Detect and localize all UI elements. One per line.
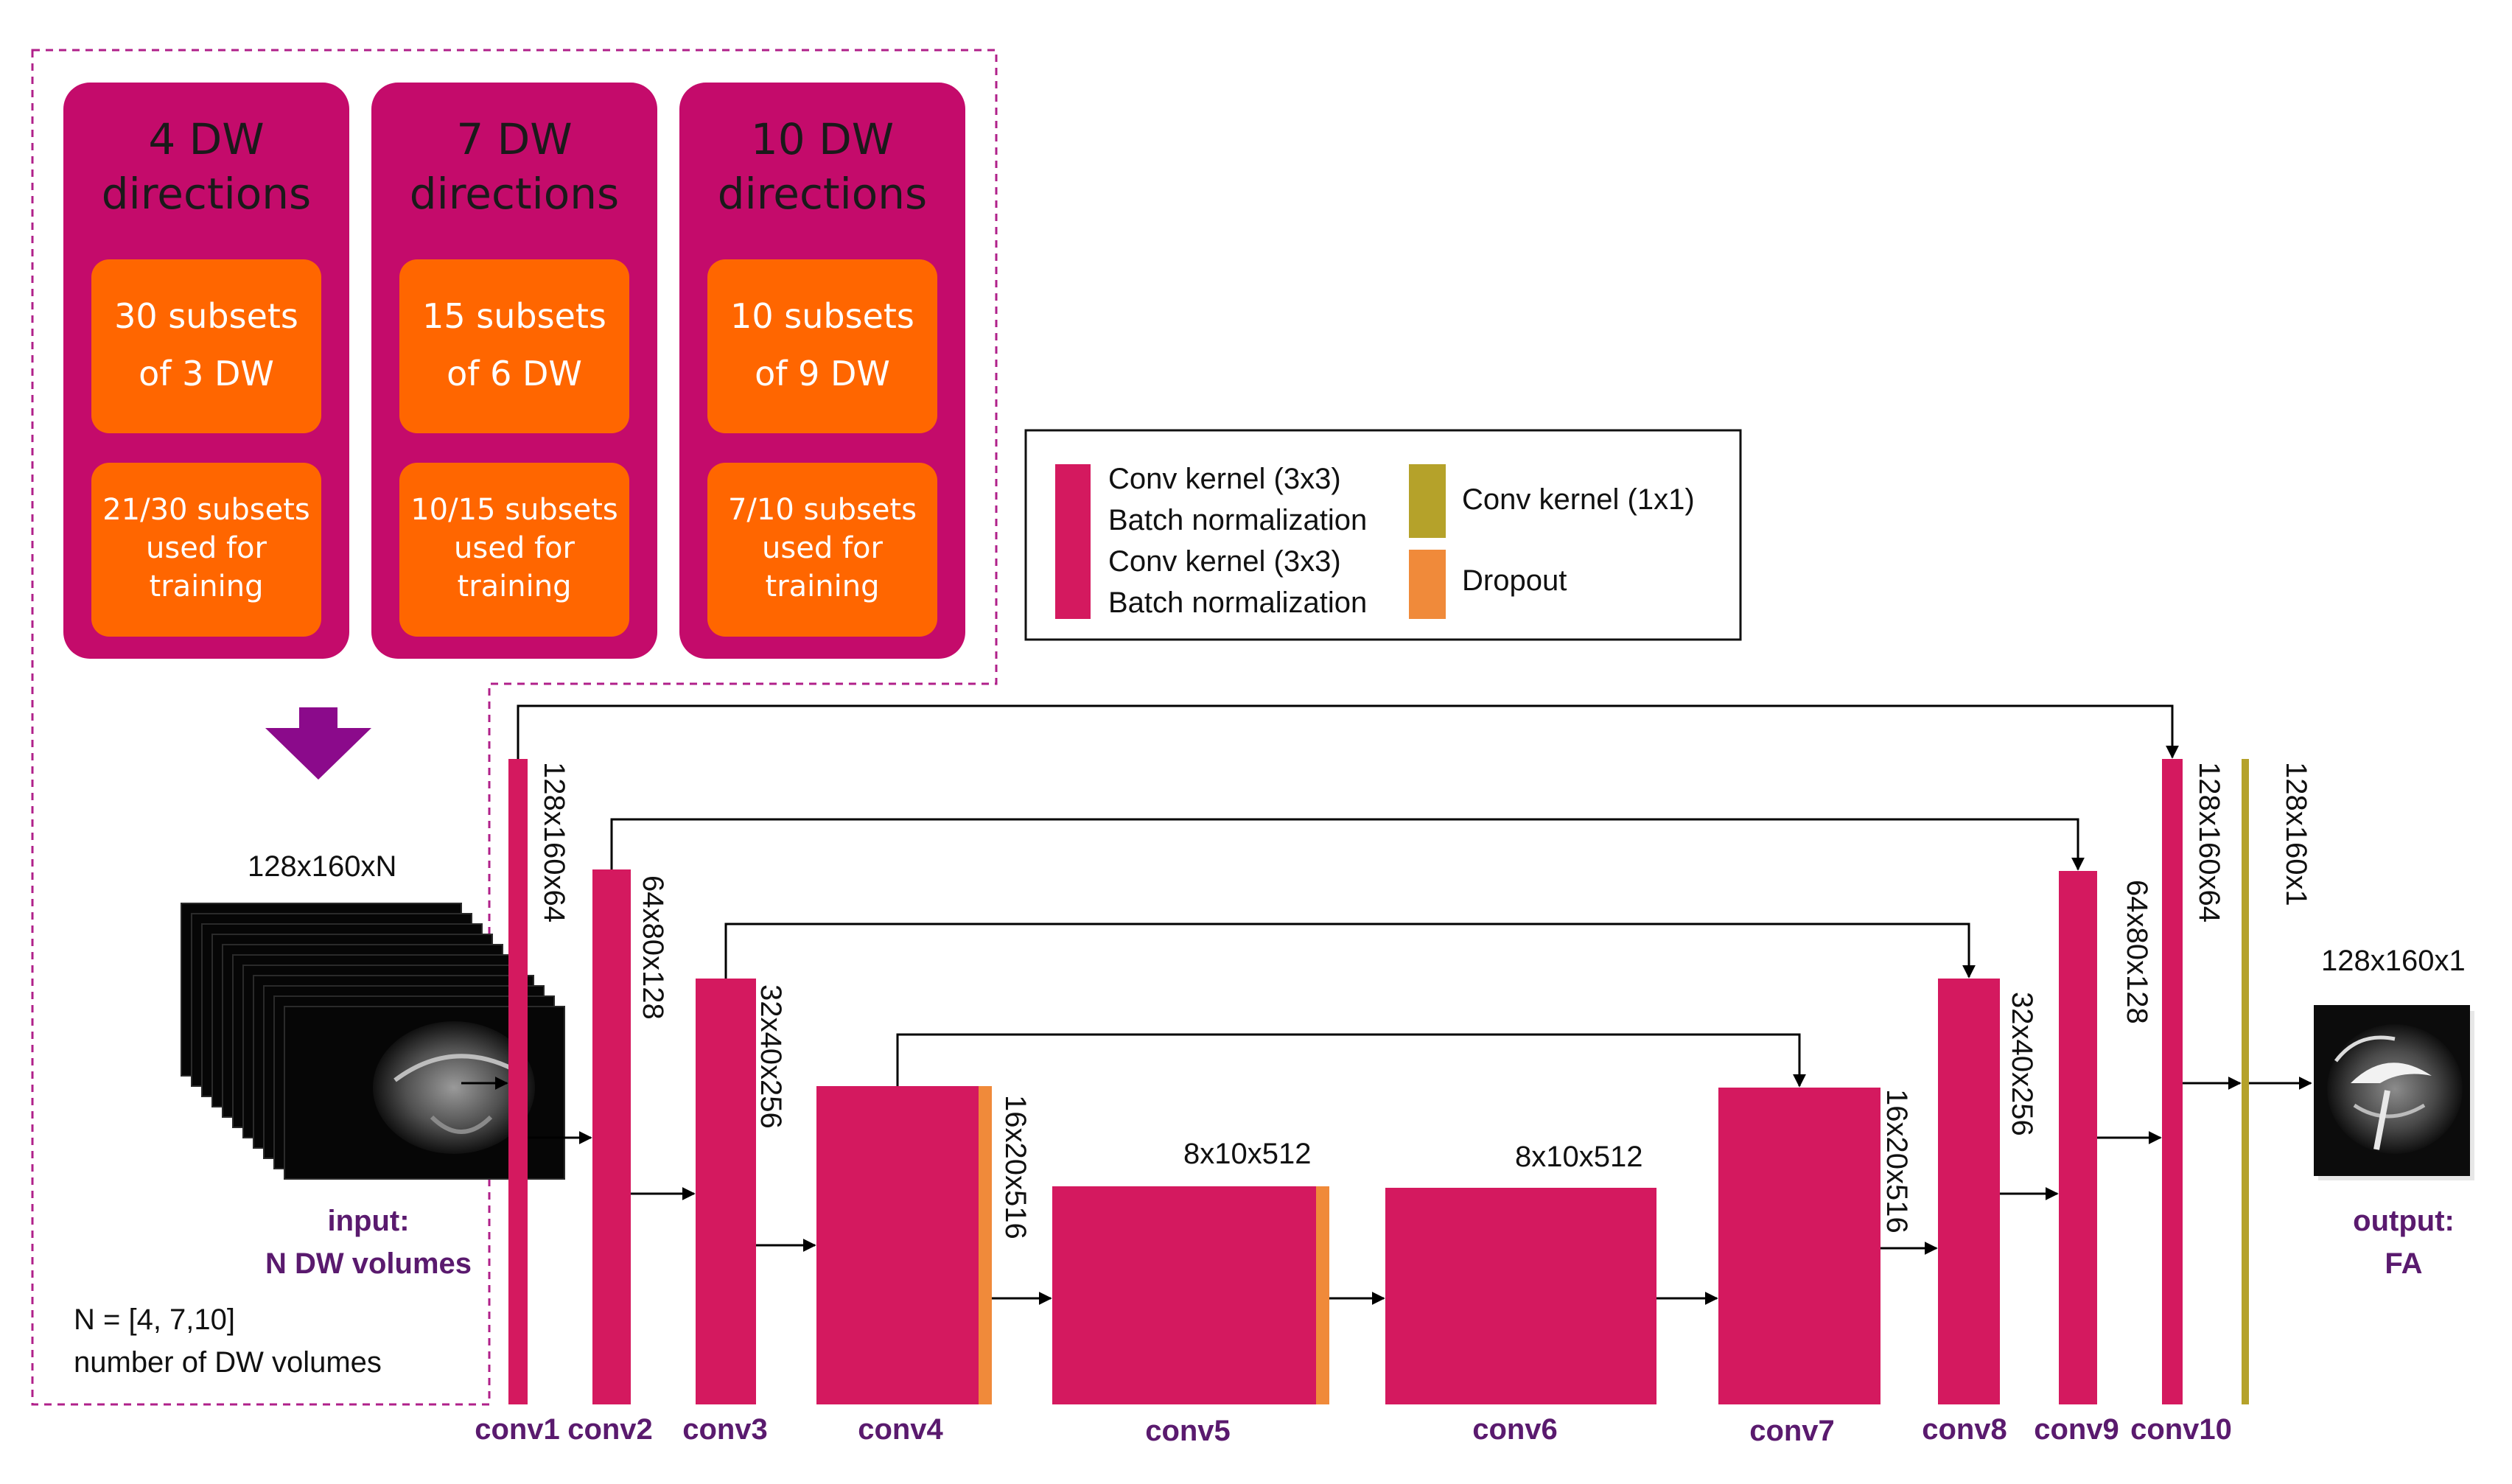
legend-conv1x1-swatch (1409, 464, 1446, 538)
skip-conv1-conv10 (517, 704, 2179, 759)
conv9-label: conv9 (2034, 1413, 2119, 1446)
down-arrow-icon (265, 707, 371, 780)
subsets-box: 10 subsets of 9 DW (707, 259, 937, 433)
conv7-block (1718, 1088, 1880, 1404)
legend-conv1x1-text: Conv kernel (1x1) (1462, 483, 1695, 516)
conv7-label: conv7 (1749, 1415, 1835, 1447)
dataset-4dw: 4 DW directions 30 subsets of 3 DW 21/30… (63, 83, 349, 659)
conv5-dropout (1316, 1186, 1329, 1404)
mri-brain-detail (393, 1054, 522, 1082)
dataset-title: 7 DW directions (409, 114, 620, 219)
mri-brain-detail (430, 1115, 493, 1134)
conv8-dims: 32x40x256 (2006, 992, 2038, 1136)
final-conv1x1-block (2242, 759, 2249, 1404)
input-dims: 128x160xN (248, 850, 397, 883)
legend-dropout-text: Dropout (1462, 564, 1567, 597)
legend-conv-block-swatch (1055, 464, 1091, 619)
conv2-block (592, 869, 631, 1404)
final-layer-dims: 128x160x1 (2280, 762, 2312, 906)
conv10-block (2162, 759, 2183, 1404)
conv5-dims: 8x10x512 (1183, 1138, 1312, 1170)
conv6-block (1385, 1188, 1656, 1404)
conv10-dims: 128x160x64 (2193, 762, 2225, 923)
conv6-dims: 8x10x512 (1515, 1141, 1643, 1173)
training-box: 21/30 subsets used for training (91, 463, 321, 637)
legend-conv-block-text: Conv kernel (3x3) Batch normalization Co… (1108, 463, 1368, 619)
fa-output-image (2314, 1005, 2474, 1180)
conv2-label: conv2 (567, 1413, 653, 1446)
conv3-block (696, 979, 756, 1404)
conv7-dims: 16x20x516 (1880, 1089, 1913, 1233)
conv6-label: conv6 (1472, 1413, 1558, 1446)
conv10-label: conv10 (2130, 1413, 2232, 1446)
n-note: N = [4, 7,10] number of DW volumes (74, 1303, 382, 1379)
skip-conv2-conv9 (610, 818, 2085, 871)
conv8-block (1938, 979, 2000, 1404)
conv9-dims: 64x80x128 (2121, 880, 2153, 1024)
subsets-box: 15 subsets of 6 DW (399, 259, 629, 433)
conv8-label: conv8 (1922, 1413, 2007, 1446)
conv1-label: conv1 (475, 1413, 560, 1446)
skip-conv4-conv7 (896, 1033, 1806, 1088)
legend-dropout-swatch (1409, 550, 1446, 619)
conv9-block (2059, 871, 2097, 1404)
conv5-label: conv5 (1145, 1415, 1231, 1447)
conv3-dims: 32x40x256 (755, 984, 787, 1129)
dataset-title: 10 DW directions (717, 114, 928, 219)
conv3-label: conv3 (682, 1413, 768, 1446)
output-dims: 128x160x1 (2321, 945, 2466, 977)
training-box: 10/15 subsets used for training (399, 463, 629, 637)
conv5-block (1052, 1186, 1316, 1404)
conv4-label: conv4 (858, 1413, 943, 1446)
conv1-dims: 128x160x64 (538, 762, 570, 923)
dataset-region-border (31, 49, 998, 1406)
conv4-dropout (979, 1086, 992, 1404)
subsets-box: 30 subsets of 3 DW (91, 259, 321, 433)
training-box: 7/10 subsets used for training (707, 463, 937, 637)
legend-box (1024, 429, 1742, 641)
input-label: input: N DW volumes (265, 1205, 472, 1280)
conv4-dims: 16x20x516 (999, 1095, 1032, 1239)
dataset-title: 4 DW directions (101, 114, 312, 219)
dataset-7dw: 7 DW directions 15 subsets of 6 DW 10/15… (371, 83, 657, 659)
conv2-dims: 64x80x128 (637, 875, 669, 1020)
conv4-block (816, 1086, 979, 1404)
output-label: output: FA (2353, 1205, 2455, 1280)
skip-conv3-conv8 (724, 923, 1976, 979)
dataset-10dw: 10 DW directions 10 subsets of 9 DW 7/10… (679, 83, 965, 659)
mri-brain (373, 1021, 535, 1154)
conv1-block (508, 759, 528, 1404)
